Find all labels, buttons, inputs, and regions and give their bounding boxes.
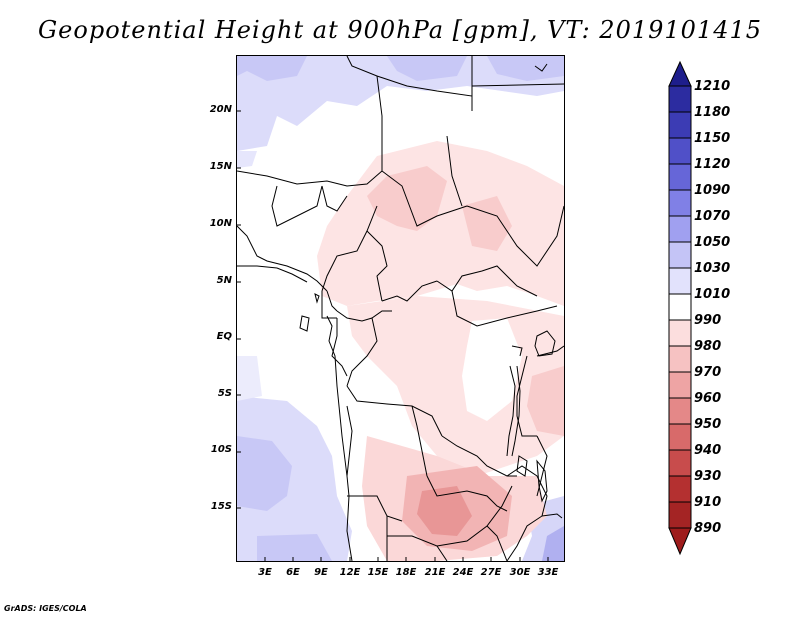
lon-label-12e: 12E xyxy=(339,567,361,578)
colorbar-label: 1210 xyxy=(694,79,731,94)
colorbar-label: 950 xyxy=(694,417,722,432)
lat-label-20n: 20N xyxy=(209,104,232,115)
axis-ticks xyxy=(237,110,549,561)
south-pink-deep xyxy=(417,486,472,536)
colorbar-swatch xyxy=(668,319,692,347)
lon-label-27e: 27E xyxy=(480,567,502,578)
lon-label-3e: 3E xyxy=(258,567,272,578)
colorbar-swatch xyxy=(668,371,692,399)
lat-label-10s: 10S xyxy=(210,444,232,455)
colorbar xyxy=(668,60,692,556)
geopotential-field xyxy=(237,56,564,561)
east-pink xyxy=(527,366,564,436)
lat-label-5n: 5N xyxy=(216,275,232,286)
colorbar-label: 1050 xyxy=(694,235,731,250)
colorbar-swatch xyxy=(668,293,692,321)
lon-label-18e: 18E xyxy=(395,567,417,578)
lon-label-30e: 30E xyxy=(509,567,531,578)
colorbar-swatch xyxy=(668,423,692,451)
grads-credit: GrADS: IGES/COLA xyxy=(4,604,87,613)
plot-title: Geopotential Height at 900hPa [gpm], VT:… xyxy=(38,16,762,44)
high-height-regions xyxy=(237,56,564,561)
lakes xyxy=(506,330,563,519)
colorbar-swatch xyxy=(668,449,692,477)
north-blue-deep xyxy=(237,56,564,81)
colorbar-swatch xyxy=(668,215,692,243)
colorbar-label: 1120 xyxy=(694,157,731,172)
colorbar-label: 1070 xyxy=(694,209,731,224)
colorbar-swatch xyxy=(668,345,692,373)
southwest-blue-deep xyxy=(237,436,332,561)
colorbar-label: 960 xyxy=(694,391,722,406)
low-height-regions xyxy=(317,141,564,561)
colorbar-swatch xyxy=(668,267,692,295)
colorbar-label: 930 xyxy=(694,469,722,484)
congo-white-hole xyxy=(462,318,522,421)
lon-label-15e: 15E xyxy=(367,567,389,578)
lat-label-eq: EQ xyxy=(216,331,232,342)
colorbar-label: 1030 xyxy=(694,261,731,276)
colorbar-label: 980 xyxy=(694,339,722,354)
sahel-pink-mid xyxy=(367,166,512,251)
north-blue-region xyxy=(237,56,564,151)
lon-label-6e: 6E xyxy=(286,567,300,578)
west-blue-region xyxy=(237,151,257,168)
colorbar-cap-top xyxy=(668,60,692,87)
lat-label-10n: 10N xyxy=(209,218,232,229)
lon-label-9e: 9E xyxy=(314,567,328,578)
colorbar-label: 1090 xyxy=(694,183,731,198)
colorbar-label: 1010 xyxy=(694,287,731,302)
colorbar-swatch xyxy=(668,163,692,191)
colorbar-label: 1180 xyxy=(694,105,731,120)
lon-label-33e: 33E xyxy=(537,567,559,578)
colorbar-swatch xyxy=(668,501,692,529)
colorbar-swatch xyxy=(668,397,692,425)
southwest-blue-region xyxy=(237,396,352,561)
lon-label-21e: 21E xyxy=(424,567,446,578)
map-panel xyxy=(236,55,565,562)
colorbar-label: 990 xyxy=(694,313,722,328)
lat-label-5s: 5S xyxy=(217,388,232,399)
colorbar-label: 910 xyxy=(694,495,722,510)
southeast-blue-deep xyxy=(542,526,564,561)
colorbar-label: 940 xyxy=(694,443,722,458)
colorbar-swatch xyxy=(668,111,692,139)
colorbar-swatch xyxy=(668,189,692,217)
colorbar-swatch xyxy=(668,137,692,165)
colorbar-label: 970 xyxy=(694,365,722,380)
colorbar-label: 890 xyxy=(694,521,722,536)
country-borders xyxy=(237,56,564,561)
sahel-pink xyxy=(317,141,564,306)
coastline xyxy=(237,63,548,477)
lat-label-15n: 15N xyxy=(209,161,232,172)
lon-label-24e: 24E xyxy=(452,567,474,578)
colorbar-swatch xyxy=(668,241,692,269)
west-edge-blue xyxy=(237,356,262,401)
colorbar-label: 1150 xyxy=(694,131,731,146)
colorbar-swatch xyxy=(668,85,692,113)
colorbar-swatch xyxy=(668,475,692,503)
lat-label-15s: 15S xyxy=(210,501,232,512)
colorbar-cap-bottom xyxy=(668,527,692,556)
